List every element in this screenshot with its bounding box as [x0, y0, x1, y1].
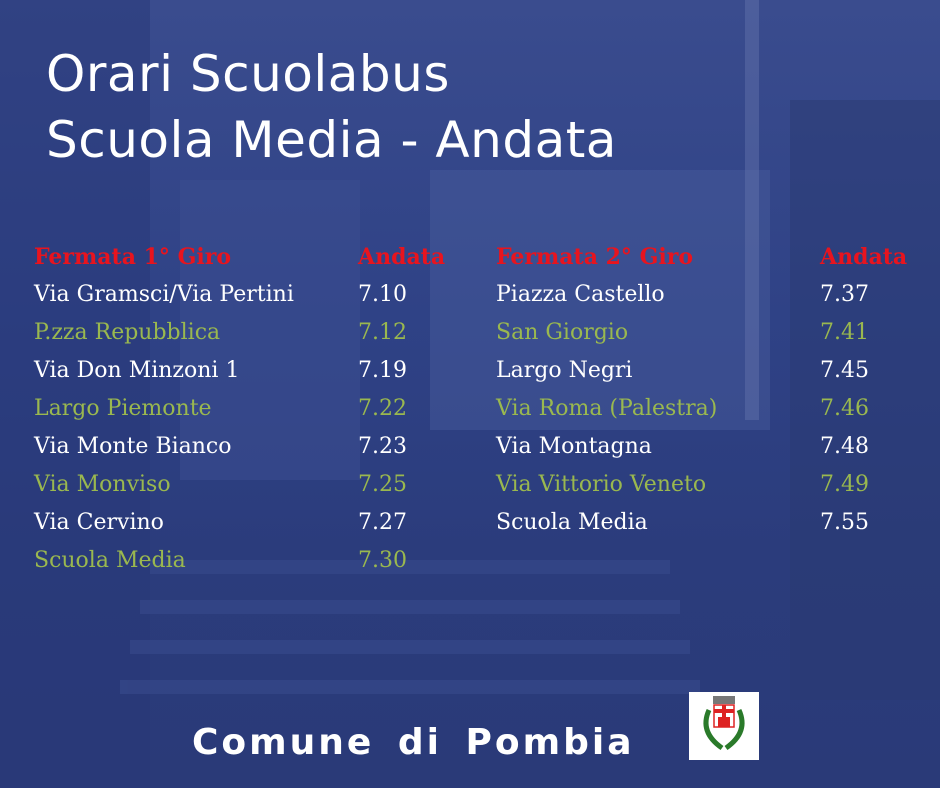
- table-row: Largo Negri 7.45: [496, 352, 926, 390]
- coat-of-arms-logo: [689, 692, 759, 760]
- departure-time: 7.37: [820, 282, 869, 307]
- stop-name: Largo Piemonte: [34, 396, 212, 421]
- stop-name: Via Montagna: [496, 434, 652, 459]
- table-row: Piazza Castello 7.37: [496, 276, 926, 314]
- departure-time: 7.41: [820, 320, 869, 345]
- departure-time: 7.49: [820, 472, 869, 497]
- stop-name: Piazza Castello: [496, 282, 665, 307]
- table-row: Via Montagna 7.48: [496, 428, 926, 466]
- table-row: Via Monviso 7.25: [34, 466, 464, 504]
- table-row: Via Vittorio Veneto 7.49: [496, 466, 926, 504]
- stop-name: Via Gramsci/Via Pertini: [34, 282, 294, 307]
- stop-header: Fermata 1° Giro: [34, 244, 231, 270]
- departure-time: 7.46: [820, 396, 869, 421]
- stop-header: Fermata 2° Giro: [496, 244, 693, 270]
- table-row: P.zza Repubblica 7.12: [34, 314, 464, 352]
- table-row: Scuola Media 7.55: [496, 504, 926, 542]
- departure-time: 7.22: [358, 396, 407, 421]
- table-row: Largo Piemonte 7.22: [34, 390, 464, 428]
- schedule-table-1: Fermata 1° Giro Andata Via Gramsci/Via Pe…: [34, 238, 464, 580]
- table-row: San Giorgio 7.41: [496, 314, 926, 352]
- departure-time: 7.27: [358, 510, 407, 535]
- stop-name: P.zza Repubblica: [34, 320, 221, 345]
- stop-name: Via Vittorio Veneto: [496, 472, 707, 497]
- table-header: Fermata 2° Giro Andata: [496, 238, 926, 276]
- stop-name: San Giorgio: [496, 320, 629, 345]
- departure-time: 7.23: [358, 434, 407, 459]
- departure-time: 7.30: [358, 548, 407, 573]
- departure-time: 7.48: [820, 434, 869, 459]
- table-row: Via Cervino 7.27: [34, 504, 464, 542]
- footer-text: Comune di Pombia: [192, 722, 635, 763]
- departure-time: 7.12: [358, 320, 407, 345]
- stop-name: Via Don Minzoni 1: [34, 358, 240, 383]
- table-row: Via Monte Bianco 7.23: [34, 428, 464, 466]
- title-line-2: Scuola Media - Andata: [46, 111, 617, 169]
- table-row: Scuola Media 7.30: [34, 542, 464, 580]
- departure-time: 7.10: [358, 282, 407, 307]
- schedule-table-2: Fermata 2° Giro Andata Piazza Castello 7.3…: [496, 238, 926, 542]
- stop-name: Largo Negri: [496, 358, 633, 383]
- departure-time: 7.25: [358, 472, 407, 497]
- time-header: Andata: [358, 244, 446, 270]
- title-line-1: Orari Scuolabus: [46, 45, 450, 103]
- departure-time: 7.45: [820, 358, 869, 383]
- table-header: Fermata 1° Giro Andata: [34, 238, 464, 276]
- table-row: Via Don Minzoni 1 7.19: [34, 352, 464, 390]
- time-header: Andata: [820, 244, 908, 270]
- stop-name: Scuola Media: [34, 548, 186, 573]
- table-row: Via Roma (Palestra) 7.46: [496, 390, 926, 428]
- departure-time: 7.19: [358, 358, 407, 383]
- stop-name: Via Cervino: [34, 510, 164, 535]
- stop-name: Via Roma (Palestra): [496, 396, 718, 421]
- table-row: Via Gramsci/Via Pertini 7.10: [34, 276, 464, 314]
- stop-name: Scuola Media: [496, 510, 648, 535]
- departure-time: 7.55: [820, 510, 869, 535]
- stop-name: Via Monte Bianco: [34, 434, 232, 459]
- stop-name: Via Monviso: [34, 472, 171, 497]
